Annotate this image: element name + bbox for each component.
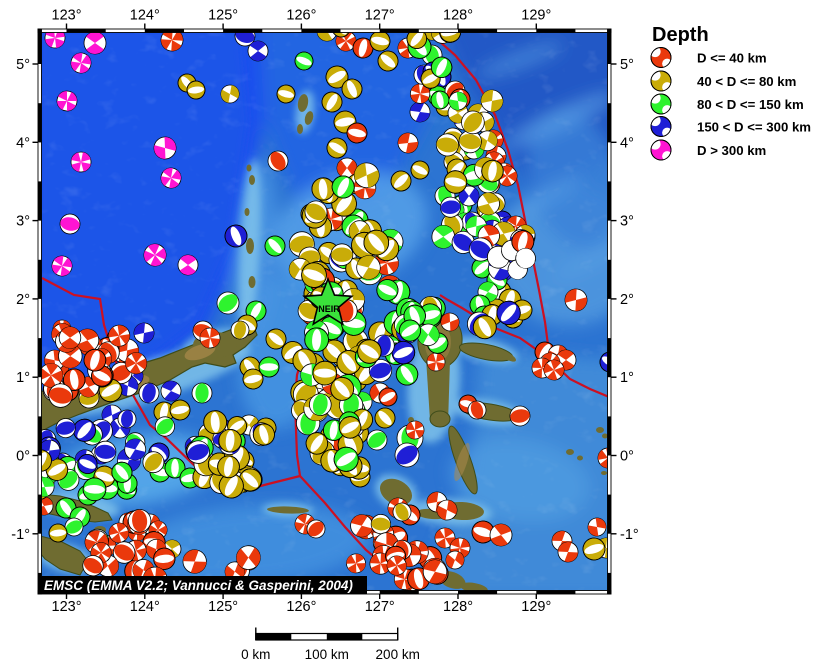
svg-text:1°: 1° — [620, 370, 634, 386]
svg-text:0°: 0° — [620, 449, 634, 465]
svg-text:126°: 126° — [286, 599, 316, 615]
svg-text:123°: 123° — [52, 8, 82, 24]
svg-text:D > 300 km: D > 300 km — [697, 143, 766, 158]
svg-text:EMSC (EMMA V2.2; Vannucci & Ga: EMSC (EMMA V2.2; Vannucci & Gasperini, 2… — [44, 578, 353, 593]
svg-text:128°: 128° — [443, 599, 473, 615]
svg-text:2°: 2° — [620, 292, 634, 308]
svg-text:0°: 0° — [16, 449, 30, 465]
svg-text:128°: 128° — [443, 8, 473, 24]
svg-text:124°: 124° — [130, 8, 160, 24]
svg-text:40 < D <= 80 km: 40 < D <= 80 km — [697, 74, 796, 89]
svg-text:4°: 4° — [620, 135, 634, 151]
svg-text:D <= 40 km: D <= 40 km — [697, 51, 767, 66]
svg-text:127°: 127° — [365, 599, 395, 615]
svg-text:3°: 3° — [16, 214, 30, 230]
svg-text:200 km: 200 km — [376, 647, 420, 662]
svg-text:129°: 129° — [521, 8, 551, 24]
svg-text:5°: 5° — [620, 57, 634, 73]
svg-text:2°: 2° — [16, 292, 30, 308]
svg-text:-1°: -1° — [620, 527, 639, 543]
svg-text:5°: 5° — [16, 57, 30, 73]
svg-text:125°: 125° — [208, 8, 238, 24]
svg-text:150 < D <= 300 km: 150 < D <= 300 km — [697, 120, 811, 135]
svg-text:0 km: 0 km — [241, 647, 270, 662]
svg-text:125°: 125° — [208, 599, 238, 615]
svg-text:127°: 127° — [365, 8, 395, 24]
svg-text:80 < D <= 150 km: 80 < D <= 150 km — [697, 97, 804, 112]
svg-text:123°: 123° — [52, 599, 82, 615]
svg-text:3°: 3° — [620, 214, 634, 230]
svg-text:NEIR: NEIR — [318, 304, 340, 314]
svg-text:1°: 1° — [16, 370, 30, 386]
svg-text:Depth: Depth — [652, 24, 709, 46]
svg-text:100 km: 100 km — [305, 647, 349, 662]
svg-text:-1°: -1° — [11, 527, 30, 543]
svg-text:124°: 124° — [130, 599, 160, 615]
svg-text:4°: 4° — [16, 135, 30, 151]
svg-text:129°: 129° — [521, 599, 551, 615]
svg-text:126°: 126° — [286, 8, 316, 24]
